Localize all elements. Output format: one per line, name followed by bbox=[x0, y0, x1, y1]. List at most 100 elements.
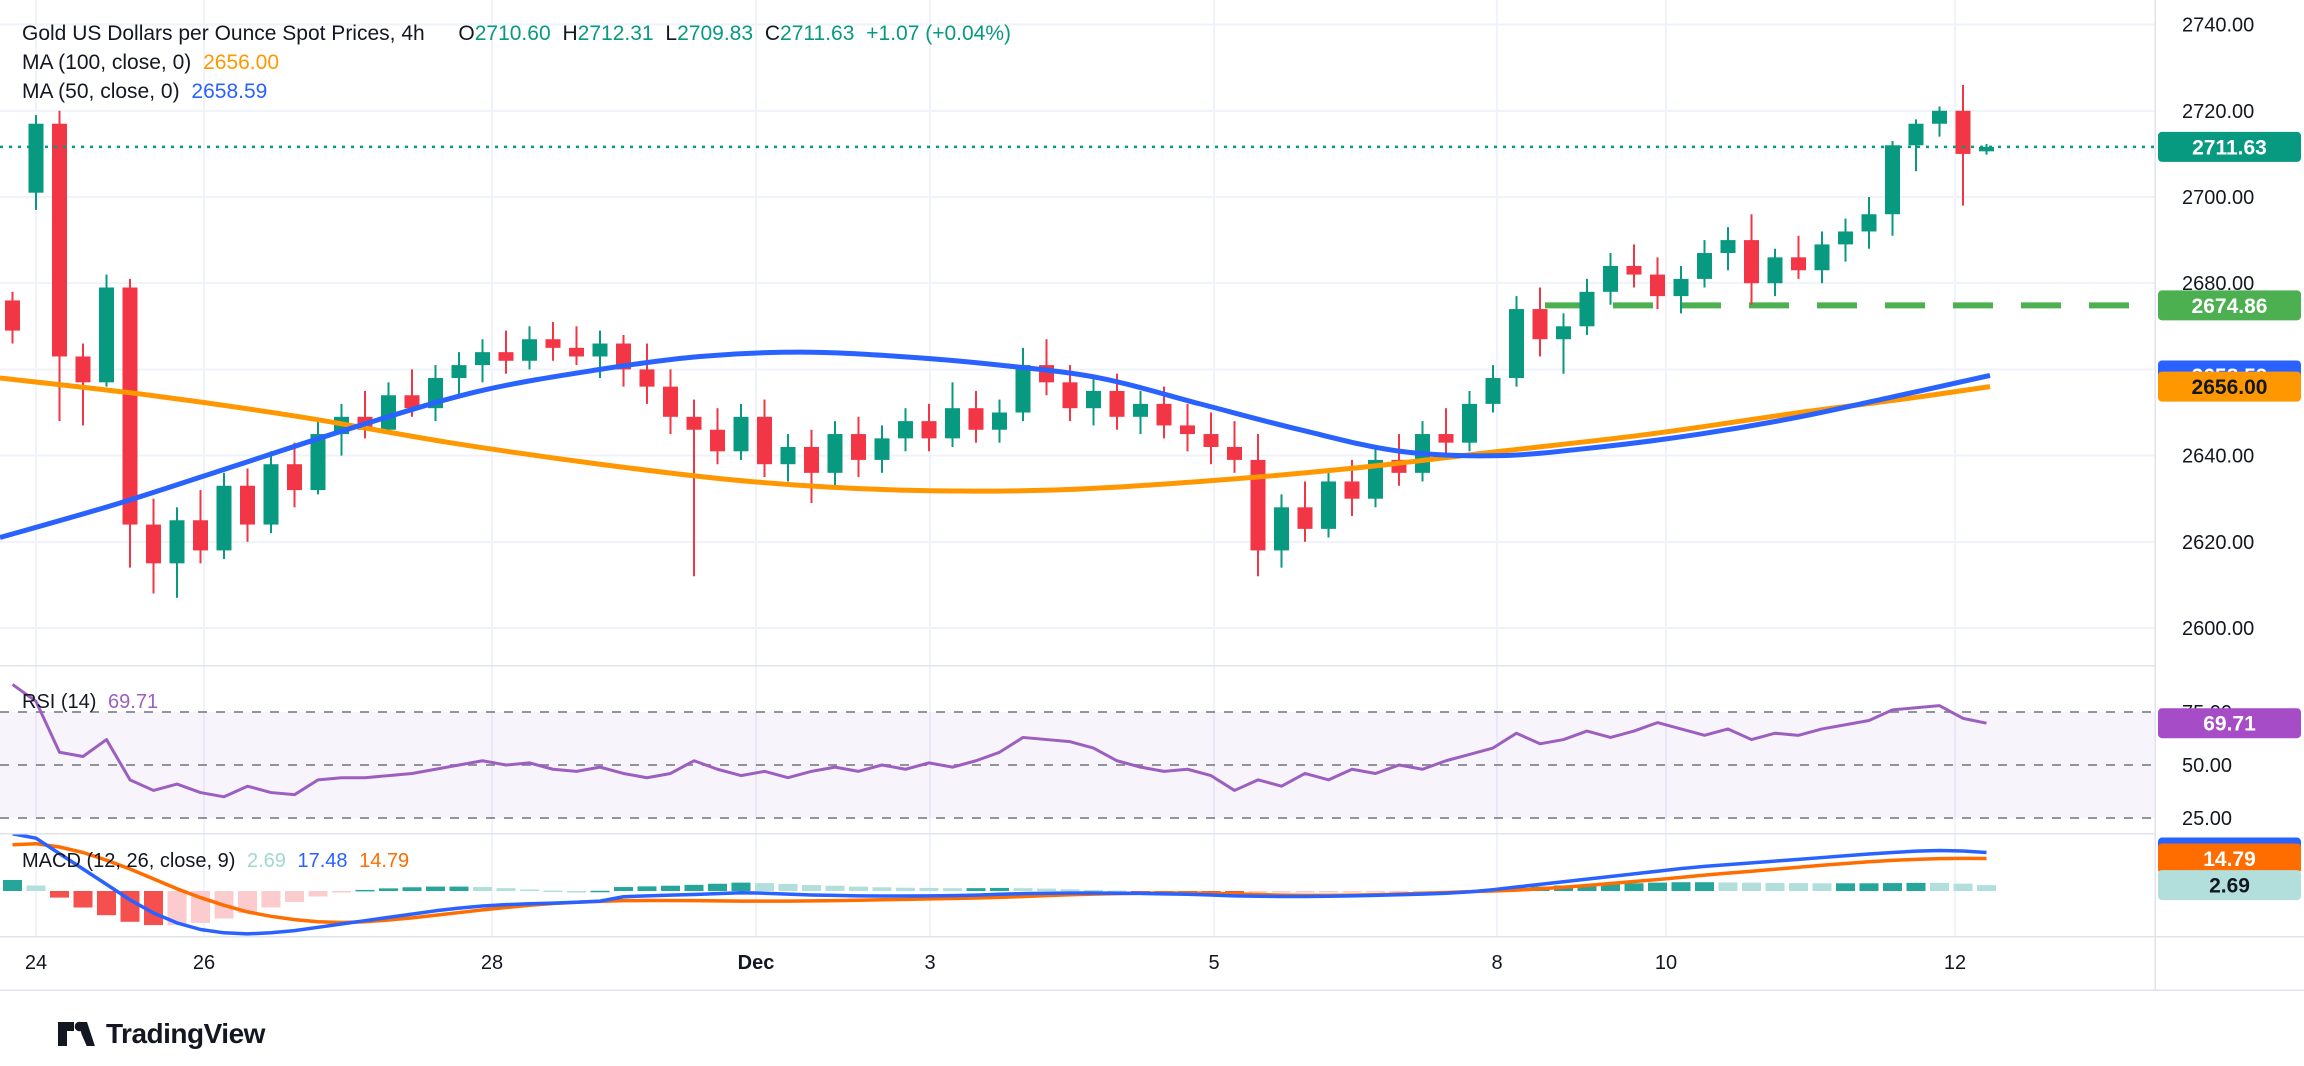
macd-line[interactable] bbox=[12, 834, 1987, 936]
candle[interactable] bbox=[1462, 390, 1477, 452]
symbol-legend-row[interactable]: Gold US Dollars per Ounce Spot Prices, 4… bbox=[22, 22, 1017, 46]
candle[interactable] bbox=[310, 421, 326, 495]
candle[interactable] bbox=[1485, 365, 1501, 413]
candle[interactable] bbox=[1250, 434, 1266, 577]
candle[interactable] bbox=[263, 451, 279, 534]
candle[interactable] bbox=[663, 369, 678, 435]
candle[interactable] bbox=[1861, 197, 1877, 249]
candle[interactable] bbox=[428, 365, 443, 422]
candle[interactable] bbox=[1321, 468, 1336, 538]
candle[interactable] bbox=[1814, 231, 1830, 284]
candle[interactable] bbox=[1556, 313, 1571, 374]
time-label: 26 bbox=[193, 952, 215, 974]
axis-badge: 14.79 bbox=[2158, 843, 2301, 874]
candle[interactable] bbox=[874, 425, 890, 473]
candle[interactable] bbox=[1086, 378, 1101, 426]
candle[interactable] bbox=[1391, 434, 1407, 486]
macd-histogram bbox=[3, 880, 1996, 926]
candle[interactable] bbox=[1180, 403, 1195, 452]
candle[interactable] bbox=[1297, 481, 1313, 542]
ma50-legend-row[interactable]: MA (50, close, 0) 2658.59 bbox=[22, 80, 273, 104]
candle[interactable] bbox=[710, 408, 725, 465]
time-label: 10 bbox=[1655, 952, 1677, 974]
candle[interactable] bbox=[921, 403, 937, 452]
candle[interactable] bbox=[1744, 214, 1759, 305]
rsi-line[interactable] bbox=[11, 683, 1987, 799]
candle[interactable] bbox=[1650, 257, 1665, 310]
candle[interactable] bbox=[475, 339, 490, 383]
ma100-legend-row[interactable]: MA (100, close, 0) 2656.00 bbox=[22, 51, 285, 75]
candle[interactable] bbox=[5, 291, 20, 344]
candle[interactable] bbox=[1015, 347, 1031, 422]
candle[interactable] bbox=[898, 408, 913, 452]
axis-label: 2620.00 bbox=[2182, 532, 2254, 554]
candle[interactable] bbox=[52, 110, 67, 422]
candle[interactable] bbox=[122, 278, 138, 568]
candle[interactable] bbox=[498, 330, 514, 374]
candle[interactable] bbox=[1368, 446, 1383, 508]
candle[interactable] bbox=[945, 382, 960, 447]
candle[interactable] bbox=[287, 442, 302, 508]
candle[interactable] bbox=[545, 321, 561, 361]
candle[interactable] bbox=[451, 352, 467, 396]
candle[interactable] bbox=[827, 421, 843, 486]
candle[interactable] bbox=[639, 343, 655, 404]
tradingview-watermark[interactable]: TradingView bbox=[56, 1018, 265, 1050]
candle[interactable] bbox=[1626, 244, 1642, 288]
candle[interactable] bbox=[146, 498, 161, 594]
candle[interactable] bbox=[1603, 253, 1618, 305]
candle[interactable] bbox=[75, 343, 91, 426]
symbol-title: Gold US Dollars per Ounce Spot Prices, 4… bbox=[22, 22, 425, 45]
axis-label: 2640.00 bbox=[2182, 446, 2254, 468]
candle[interactable] bbox=[99, 274, 114, 387]
time-axis[interactable]: 24 26 28 Dec 3 5 8 10 12 bbox=[25, 952, 1966, 974]
candle[interactable] bbox=[1227, 421, 1242, 473]
candle[interactable] bbox=[28, 115, 44, 210]
candle[interactable] bbox=[1274, 494, 1289, 568]
candle[interactable] bbox=[757, 399, 772, 478]
macd-label: MACD (12, 26, close, 9) bbox=[22, 850, 236, 872]
macd-signal-value: 14.79 bbox=[359, 850, 410, 872]
candle[interactable] bbox=[1203, 412, 1219, 465]
ma50-line[interactable] bbox=[0, 349, 1991, 540]
candle[interactable] bbox=[1979, 143, 1994, 155]
candle[interactable] bbox=[851, 416, 866, 478]
candle[interactable] bbox=[1932, 106, 1947, 137]
candle[interactable] bbox=[1133, 390, 1148, 435]
candle[interactable] bbox=[1720, 227, 1736, 271]
axis-label: 2740.00 bbox=[2182, 15, 2254, 37]
candle[interactable] bbox=[992, 399, 1007, 443]
macd-legend-row[interactable]: MACD (12, 26, close, 9) 2.69 17.48 14.79 bbox=[22, 850, 415, 873]
candle[interactable] bbox=[240, 468, 255, 542]
candle[interactable] bbox=[1509, 296, 1524, 387]
candle[interactable] bbox=[1908, 119, 1924, 172]
candle[interactable] bbox=[1955, 84, 1971, 206]
candle[interactable] bbox=[522, 326, 537, 370]
ma100-line[interactable] bbox=[0, 375, 1991, 494]
candle[interactable] bbox=[616, 334, 631, 387]
candle[interactable] bbox=[1791, 235, 1806, 279]
candle[interactable] bbox=[169, 507, 185, 598]
candle[interactable] bbox=[686, 399, 702, 577]
candle[interactable] bbox=[193, 490, 208, 564]
candle[interactable] bbox=[216, 472, 232, 560]
candle[interactable] bbox=[1767, 248, 1783, 297]
candle[interactable] bbox=[1673, 265, 1689, 314]
candle[interactable] bbox=[1838, 218, 1853, 262]
candle[interactable] bbox=[1697, 240, 1712, 288]
candle[interactable] bbox=[804, 429, 819, 504]
candle[interactable] bbox=[780, 434, 796, 482]
candle[interactable] bbox=[1885, 140, 1900, 236]
price-axis[interactable]: 2740.00 2720.00 2700.00 2680.00 2640.00 2620.… bbox=[2158, 15, 2301, 901]
candle[interactable] bbox=[733, 403, 749, 460]
candle[interactable] bbox=[381, 382, 396, 435]
candle[interactable] bbox=[968, 390, 984, 443]
rsi-legend-row[interactable]: RSI (14) 69.71 bbox=[22, 691, 164, 714]
candle[interactable] bbox=[569, 326, 584, 366]
candle[interactable] bbox=[1579, 278, 1595, 335]
candle[interactable] bbox=[1532, 287, 1548, 357]
candle[interactable] bbox=[1438, 408, 1454, 456]
rsi-value: 69.71 bbox=[108, 691, 159, 713]
